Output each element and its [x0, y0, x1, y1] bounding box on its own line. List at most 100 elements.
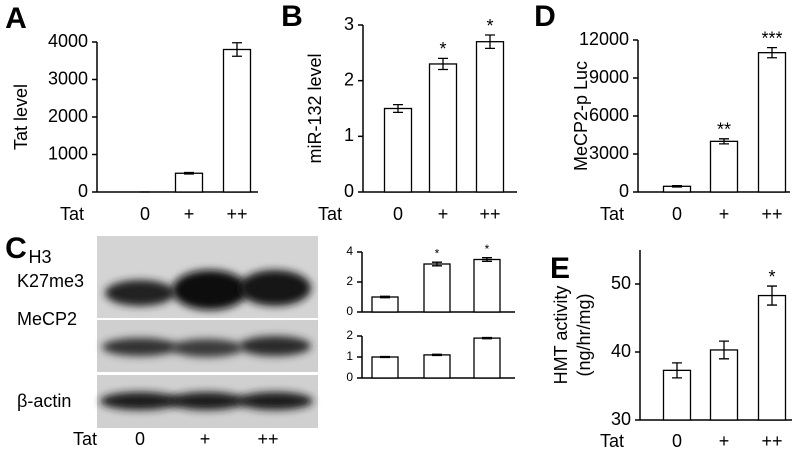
x-tick-label: +	[438, 204, 449, 224]
error-bar	[184, 171, 194, 175]
error-bar	[767, 285, 777, 306]
y-axis-label: HMT activity	[551, 286, 571, 385]
y-tick-label: 9000	[589, 67, 629, 87]
significance: *	[435, 246, 440, 260]
error-bar	[432, 353, 442, 357]
error-bar	[672, 362, 682, 379]
y-tick-label: 12000	[579, 29, 629, 49]
bar	[371, 356, 399, 379]
significance: *	[486, 16, 493, 36]
blot-band	[171, 339, 243, 357]
bar	[757, 294, 787, 421]
blot-band	[172, 270, 248, 310]
bar	[662, 369, 692, 421]
x-tick-label: +	[200, 429, 211, 449]
bar	[473, 258, 501, 313]
error-bar	[393, 103, 403, 114]
blot-row-label: K27me3	[17, 271, 84, 291]
error-bar	[438, 57, 448, 71]
error-bar	[232, 42, 242, 57]
x-tick-label: 0	[672, 431, 682, 451]
y-tick-label: 0	[346, 304, 353, 318]
bar	[475, 41, 505, 193]
y-tick-label: 4	[346, 244, 353, 258]
y-tick-label: 3	[344, 14, 354, 34]
y-tick-label: 3000	[589, 143, 629, 163]
y-tick-label: 2	[346, 274, 353, 288]
error-bar	[672, 185, 682, 188]
blot-band	[105, 280, 175, 306]
x-tick-label: ++	[226, 204, 247, 224]
panel-letter: A	[5, 2, 27, 35]
blot-band	[237, 392, 313, 410]
blot-band	[102, 338, 178, 356]
y-tick-label: 1	[346, 349, 353, 363]
significance: **	[717, 120, 731, 140]
y-axis-label: miR-132 level	[305, 53, 325, 163]
x-axis-label: Tat	[318, 204, 342, 224]
x-axis-label: Tat	[600, 204, 624, 224]
x-axis-label: Tat	[73, 429, 97, 449]
bar	[383, 107, 413, 193]
x-tick-label: +	[184, 204, 195, 224]
panel-letter: D	[534, 0, 556, 33]
y-tick-label: 3000	[48, 68, 88, 88]
x-tick-label: 0	[672, 204, 682, 224]
blot-band	[100, 392, 180, 410]
blot-row-label: H3	[28, 247, 51, 267]
error-bar	[380, 355, 390, 359]
bar	[428, 63, 458, 193]
bar	[174, 172, 204, 193]
error-bar	[719, 340, 729, 360]
x-tick-label: +	[719, 431, 730, 451]
error-bar	[380, 295, 390, 299]
significance: *	[485, 242, 490, 256]
bar	[222, 48, 252, 193]
x-tick-label: ++	[761, 204, 782, 224]
error-bar	[482, 257, 492, 262]
x-tick-label: ++	[257, 429, 278, 449]
y-tick-label: 0	[346, 370, 353, 384]
error-bar	[432, 261, 442, 267]
x-axis-label: Tat	[60, 204, 84, 224]
x-axis-label: Tat	[600, 431, 624, 451]
x-tick-label: 0	[135, 429, 145, 449]
significance: *	[768, 267, 775, 287]
y-tick-label: 0	[344, 181, 354, 201]
x-tick-label: ++	[761, 431, 782, 451]
blot-band	[239, 270, 311, 306]
significance: *	[439, 39, 446, 59]
y-axis-label: (ng/hr/mg)	[574, 293, 594, 376]
y-tick-label: 4000	[48, 31, 88, 51]
bar	[371, 296, 399, 313]
y-tick-label: 2	[346, 328, 353, 342]
error-bar	[482, 336, 492, 340]
y-tick-label: 1000	[48, 143, 88, 163]
error-bar	[485, 34, 495, 50]
blot-band	[239, 336, 311, 356]
panel-letter: C	[5, 232, 27, 265]
y-tick-label: 0	[78, 181, 88, 201]
bar	[423, 354, 451, 379]
bar	[709, 349, 739, 421]
blot-row-label: MeCP2	[17, 309, 77, 329]
x-tick-label: ++	[479, 204, 500, 224]
panel-letter: B	[281, 0, 303, 33]
bar	[757, 52, 787, 193]
y-tick-label: 2000	[48, 106, 88, 126]
panel-letter: E	[550, 252, 570, 285]
blot-row-label: β-actin	[17, 391, 71, 411]
y-tick-label: 40	[611, 341, 631, 361]
error-bar	[719, 138, 729, 145]
y-tick-label: 50	[611, 273, 631, 293]
y-axis-label: MeCP2-p Luc	[571, 61, 591, 171]
bar	[709, 140, 739, 193]
x-tick-label: 0	[393, 204, 403, 224]
y-tick-label: 0	[619, 181, 629, 201]
y-tick-label: 1	[344, 125, 354, 145]
significance: ***	[761, 28, 782, 48]
x-tick-label: +	[719, 204, 730, 224]
x-tick-label: 0	[140, 204, 150, 224]
y-tick-label: 2	[344, 69, 354, 89]
